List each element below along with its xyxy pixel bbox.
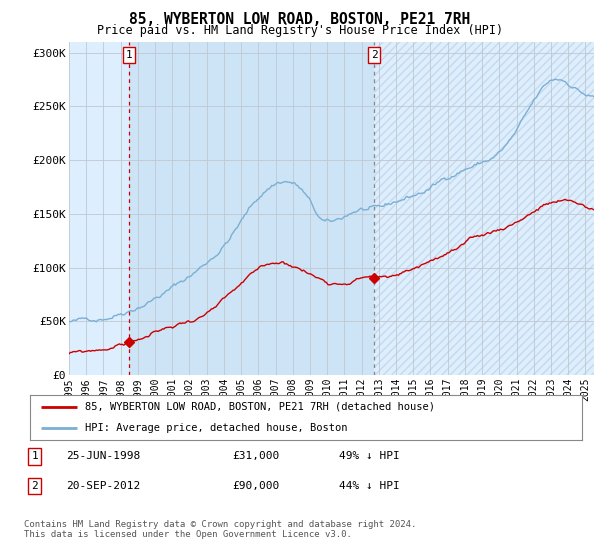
Text: 25-JUN-1998: 25-JUN-1998 bbox=[66, 451, 140, 461]
Text: 85, WYBERTON LOW ROAD, BOSTON, PE21 7RH (detached house): 85, WYBERTON LOW ROAD, BOSTON, PE21 7RH … bbox=[85, 402, 435, 412]
Bar bbox=[69, 42, 129, 375]
Bar bbox=[129, 42, 374, 375]
Text: Price paid vs. HM Land Registry's House Price Index (HPI): Price paid vs. HM Land Registry's House … bbox=[97, 24, 503, 37]
Text: HPI: Average price, detached house, Boston: HPI: Average price, detached house, Bost… bbox=[85, 422, 348, 432]
Text: 85, WYBERTON LOW ROAD, BOSTON, PE21 7RH: 85, WYBERTON LOW ROAD, BOSTON, PE21 7RH bbox=[130, 12, 470, 27]
Text: 1: 1 bbox=[125, 50, 132, 60]
Text: £31,000: £31,000 bbox=[232, 451, 280, 461]
Bar bbox=[374, 42, 594, 375]
Text: 49% ↓ HPI: 49% ↓ HPI bbox=[340, 451, 400, 461]
Text: Contains HM Land Registry data © Crown copyright and database right 2024.
This d: Contains HM Land Registry data © Crown c… bbox=[24, 520, 416, 539]
Text: 2: 2 bbox=[371, 50, 377, 60]
Text: 44% ↓ HPI: 44% ↓ HPI bbox=[340, 481, 400, 491]
Text: £90,000: £90,000 bbox=[232, 481, 280, 491]
Text: 20-SEP-2012: 20-SEP-2012 bbox=[66, 481, 140, 491]
Text: 2: 2 bbox=[32, 481, 38, 491]
Text: 1: 1 bbox=[32, 451, 38, 461]
